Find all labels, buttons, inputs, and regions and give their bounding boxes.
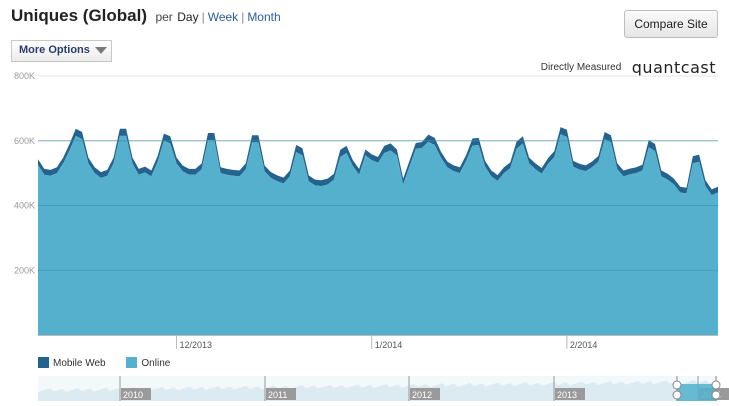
navigator-mini-area [38, 380, 718, 401]
legend-swatch [38, 357, 49, 368]
legend-swatch [126, 357, 138, 368]
chart-header: Uniques (Global) per Day | Week | Month [11, 6, 281, 28]
y-tick-label: 400K [14, 201, 35, 211]
period-month-link[interactable]: Month [247, 10, 281, 24]
chevron-down-icon [95, 47, 107, 54]
series-layer [38, 127, 718, 335]
x-tick-label: 1/2014 [375, 340, 403, 350]
y-tick-label: 800K [14, 71, 35, 81]
period-day-link[interactable]: Day [177, 10, 199, 24]
more-options-button[interactable]: More Options [11, 40, 112, 62]
legend-item-online[interactable]: Online [126, 357, 170, 369]
legend: Mobile Web Online [38, 357, 188, 369]
navigator-handle-bottom [711, 390, 721, 400]
series-mobile-web-area [38, 127, 718, 196]
navigator-year-label: 2011 [268, 390, 287, 400]
legend-label: Mobile Web [53, 358, 106, 369]
navigator-year-badge [410, 388, 440, 400]
navigator-handle-top [711, 380, 721, 390]
y-tick-label: 600K [14, 136, 35, 146]
navigator-year-label: 2012 [412, 390, 432, 400]
navigator-year-label: 2010 [123, 390, 143, 400]
axis-layer: 200K 400K 600K 800K 12/2013 1/2014 2/2014 [14, 71, 718, 350]
per-label: per [155, 10, 173, 24]
y-tick-label: 200K [14, 265, 35, 275]
navigator-selection [677, 384, 716, 401]
navigator-year-badge [121, 388, 151, 400]
series-online-area [38, 134, 718, 335]
navigator-year-label: 2013 [557, 390, 577, 400]
x-tick-label: 12/2013 [180, 340, 213, 350]
navigator[interactable]: 20102011201220132014 [38, 376, 729, 401]
navigator-year-badge [266, 388, 296, 400]
navigator-handle-bottom [672, 390, 682, 400]
directly-measured-label: Directly Measured [540, 62, 622, 73]
period-separator: | [201, 10, 205, 24]
quantcast-logo: quantcast [631, 58, 716, 77]
legend-item-mobile-web[interactable]: Mobile Web [38, 357, 106, 369]
x-tick-label: 2/2014 [570, 340, 598, 350]
period-week-link[interactable]: Week [207, 10, 239, 24]
navigator-year-badge [555, 388, 585, 400]
legend-label: Online [141, 358, 171, 369]
chart-title: Uniques (Global) [11, 6, 147, 25]
compare-site-button[interactable]: Compare Site [624, 10, 718, 38]
directly-measured-badge: Directly Measured quantcast [541, 58, 716, 77]
more-options-label: More Options [19, 44, 90, 56]
period-separator: | [241, 10, 245, 24]
navigator-handle-top [672, 380, 682, 390]
